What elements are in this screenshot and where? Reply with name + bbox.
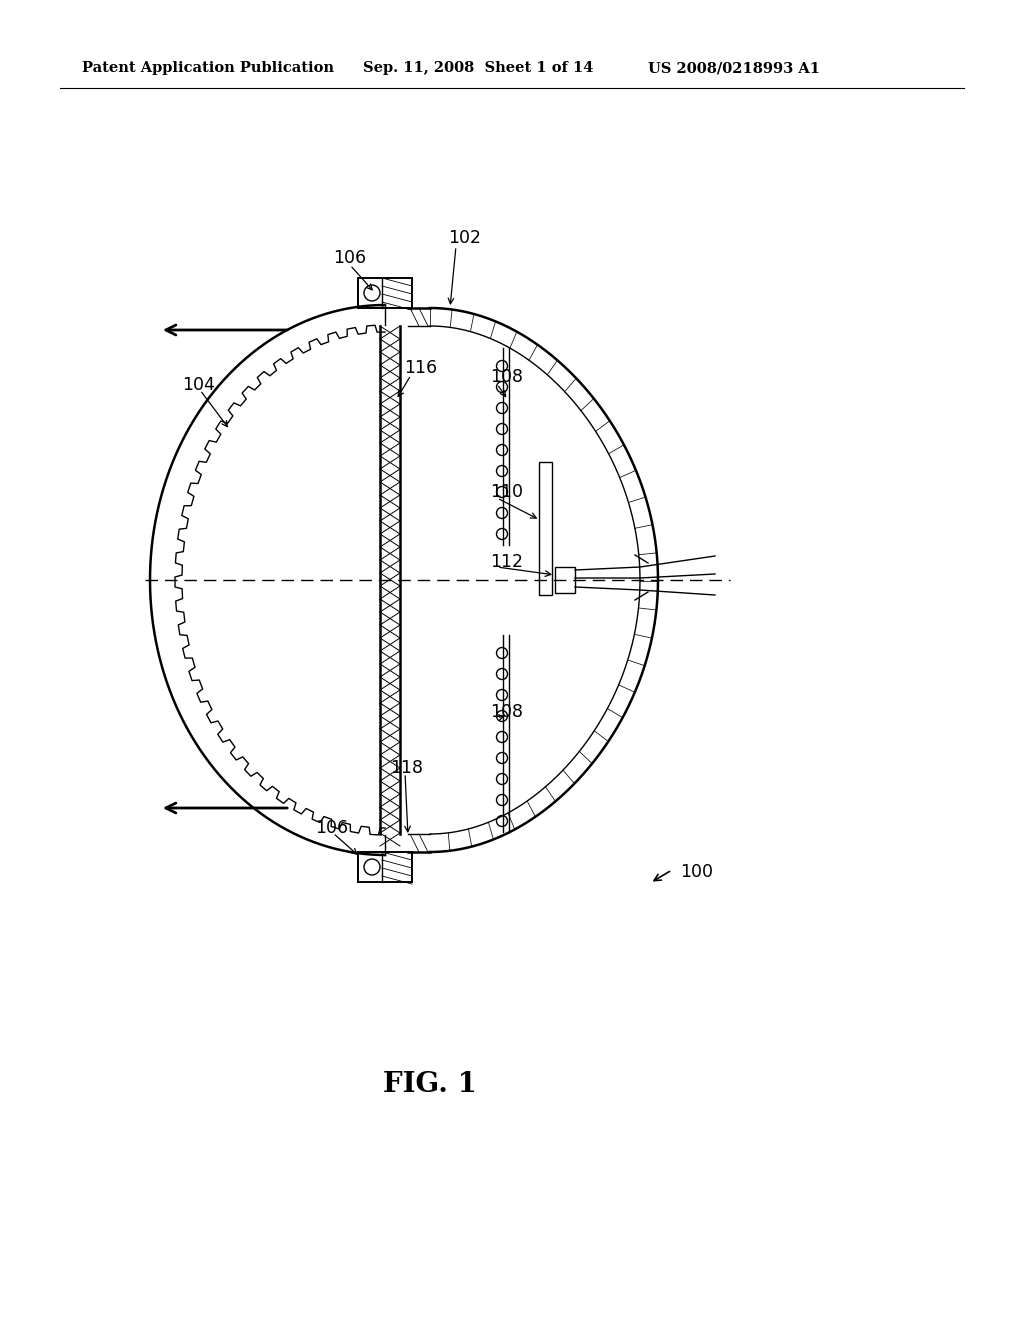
Text: FIG. 1: FIG. 1 xyxy=(383,1072,477,1098)
Text: 112: 112 xyxy=(490,553,523,572)
Text: 100: 100 xyxy=(680,863,713,880)
Bar xyxy=(358,279,412,308)
Text: 110: 110 xyxy=(490,483,523,502)
Text: Sep. 11, 2008  Sheet 1 of 14: Sep. 11, 2008 Sheet 1 of 14 xyxy=(362,61,593,75)
Text: 106: 106 xyxy=(315,818,348,837)
Text: 108: 108 xyxy=(490,368,523,385)
Text: 104: 104 xyxy=(182,376,215,393)
Text: 102: 102 xyxy=(449,228,481,247)
Text: 116: 116 xyxy=(404,359,437,378)
Bar xyxy=(539,462,552,595)
Bar xyxy=(358,851,412,882)
Bar xyxy=(555,568,575,593)
Text: 106: 106 xyxy=(333,249,367,267)
Text: Patent Application Publication: Patent Application Publication xyxy=(82,61,334,75)
Text: 118: 118 xyxy=(390,759,423,777)
Text: 108: 108 xyxy=(490,704,523,721)
Text: US 2008/0218993 A1: US 2008/0218993 A1 xyxy=(648,61,820,75)
